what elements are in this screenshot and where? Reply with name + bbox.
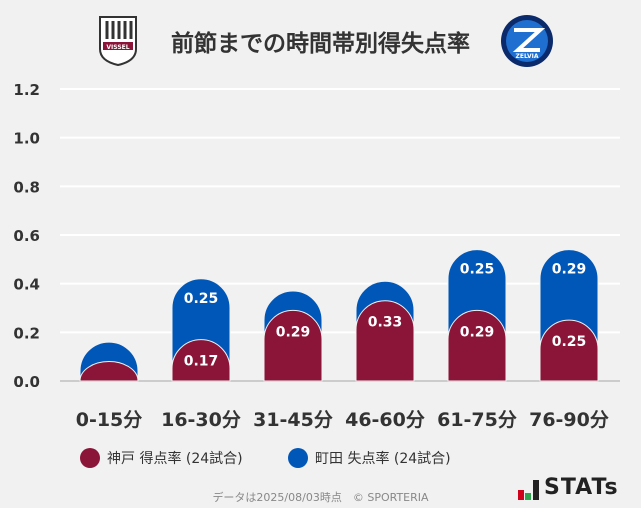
x-tick-label: 0-15分	[76, 409, 143, 431]
legend-machida-label: 町田 失点率 (24試合)	[315, 451, 451, 467]
machida-data-label: 0.25	[184, 291, 219, 307]
kobe-bar	[355, 300, 415, 382]
kobe-bar	[79, 361, 139, 382]
kobe-data-label: 0.25	[552, 334, 587, 350]
x-tick-label: 76-90分	[529, 409, 609, 431]
stats-brand: STATs	[518, 475, 619, 500]
legend-kobe-label: 神戸 得点率 (24試合)	[107, 451, 243, 467]
x-tick-label: 31-45分	[253, 409, 333, 431]
y-tick-label: 0.8	[13, 178, 40, 196]
chart: 0.0 0.2 0.4 0.6 0.8 1.0 1.2 0-15分 0.17 0.25 16-30分…	[13, 81, 620, 431]
stats-bars-icon	[518, 480, 539, 500]
machida-data-label: 0.29	[552, 262, 587, 278]
legend-kobe: 神戸 得点率 (24試合)	[80, 448, 243, 468]
svg-text:ZELVIA: ZELVIA	[516, 53, 539, 60]
x-tick-label: 46-60分	[345, 409, 425, 431]
page-title: 前節までの時間帯別得失点率	[171, 31, 470, 57]
y-tick-label: 1.2	[13, 81, 40, 99]
kobe-bar	[447, 310, 507, 382]
kobe-bar	[263, 310, 323, 382]
svg-text:VISSEL: VISSEL	[106, 44, 129, 51]
kobe-bar	[539, 319, 599, 382]
y-tick-label: 0.6	[13, 227, 40, 245]
y-tick-label: 1.0	[13, 130, 40, 148]
x-tick-label: 16-30分	[161, 409, 241, 431]
kobe-swatch	[80, 448, 100, 468]
stats-label: STATs	[544, 475, 619, 500]
y-tick-label: 0.2	[13, 324, 40, 342]
x-tick-label: 61-75分	[437, 409, 517, 431]
kobe-bar	[171, 339, 231, 382]
kobe-data-label: 0.29	[276, 324, 311, 340]
legend-machida: 町田 失点率 (24試合)	[288, 448, 451, 468]
kobe-data-label: 0.29	[460, 324, 495, 340]
vissel-logo: VISSEL	[99, 16, 137, 67]
zelvia-logo: ZELVIA	[501, 15, 553, 67]
y-tick-label: 0.4	[13, 276, 40, 294]
machida-swatch	[288, 448, 308, 468]
footer-note: データは2025/08/03時点 © SPORTERIA	[212, 491, 429, 504]
kobe-data-label: 0.33	[368, 315, 403, 331]
y-tick-label: 0.0	[13, 373, 40, 391]
machida-data-label: 0.25	[460, 262, 495, 278]
kobe-data-label: 0.17	[184, 354, 219, 370]
